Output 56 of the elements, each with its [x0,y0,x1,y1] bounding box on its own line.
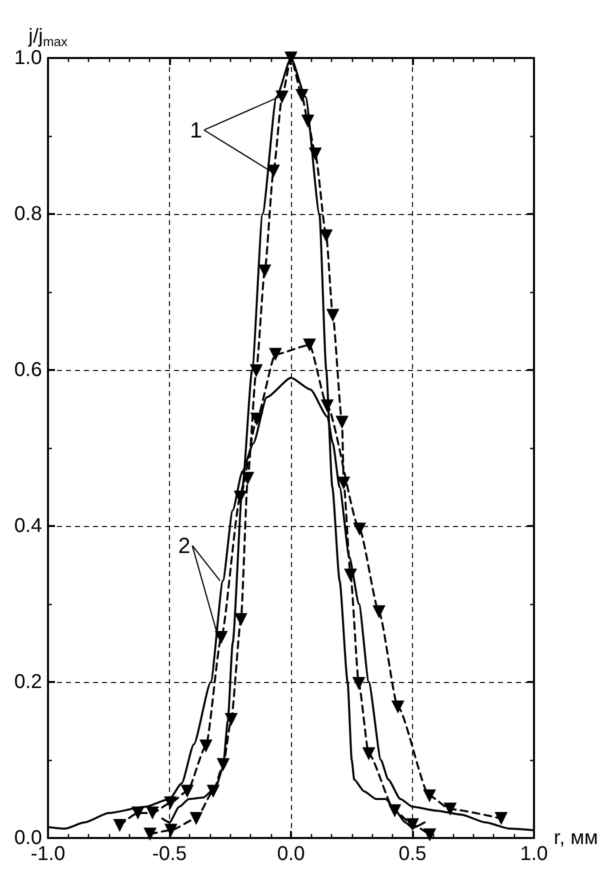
point [353,522,366,536]
point [214,631,228,644]
x-tick-label: 0.0 [277,843,305,865]
point [320,399,334,412]
point [164,796,177,810]
point [295,88,308,102]
point [423,828,436,842]
y-tick-label: 0.2 [14,671,42,693]
x-tick-label: -1.0 [30,843,66,865]
point [258,264,272,278]
point [190,812,203,825]
point [423,789,436,802]
point [444,802,457,816]
point [131,806,144,820]
point [391,700,404,714]
point [337,476,350,490]
point [199,739,212,752]
point [234,490,247,504]
x-tick-label: 0.5 [398,843,426,865]
point [113,819,126,832]
point [326,308,340,322]
point [362,747,376,760]
point [320,229,333,242]
point [372,605,386,618]
point [344,568,358,582]
point [388,804,402,818]
y-tick-label: 0.4 [14,515,42,537]
point [216,758,230,772]
point [267,164,280,178]
x-tick-label: -0.5 [152,843,187,865]
x-tick-label: 1.0 [520,843,548,865]
point [241,472,254,485]
point [406,818,419,832]
point [301,114,314,128]
point [146,806,159,820]
point [276,90,289,104]
point [206,784,220,798]
point [224,712,238,726]
point [336,416,349,429]
point [268,348,282,361]
point [250,364,263,378]
point [352,677,366,690]
annotation: 1 [190,118,202,142]
point [308,147,322,160]
point [494,812,508,825]
point [234,613,248,626]
point [250,412,264,426]
y-tick-label: 1.0 [14,47,42,69]
x-axis-title: r, мм [554,827,598,849]
y-tick-label: 0.8 [14,203,42,225]
point [302,338,316,352]
point [180,784,194,798]
point [144,828,157,841]
annotation: 2 [178,533,190,558]
point [164,824,178,837]
y-tick-label: 0.6 [14,359,42,381]
